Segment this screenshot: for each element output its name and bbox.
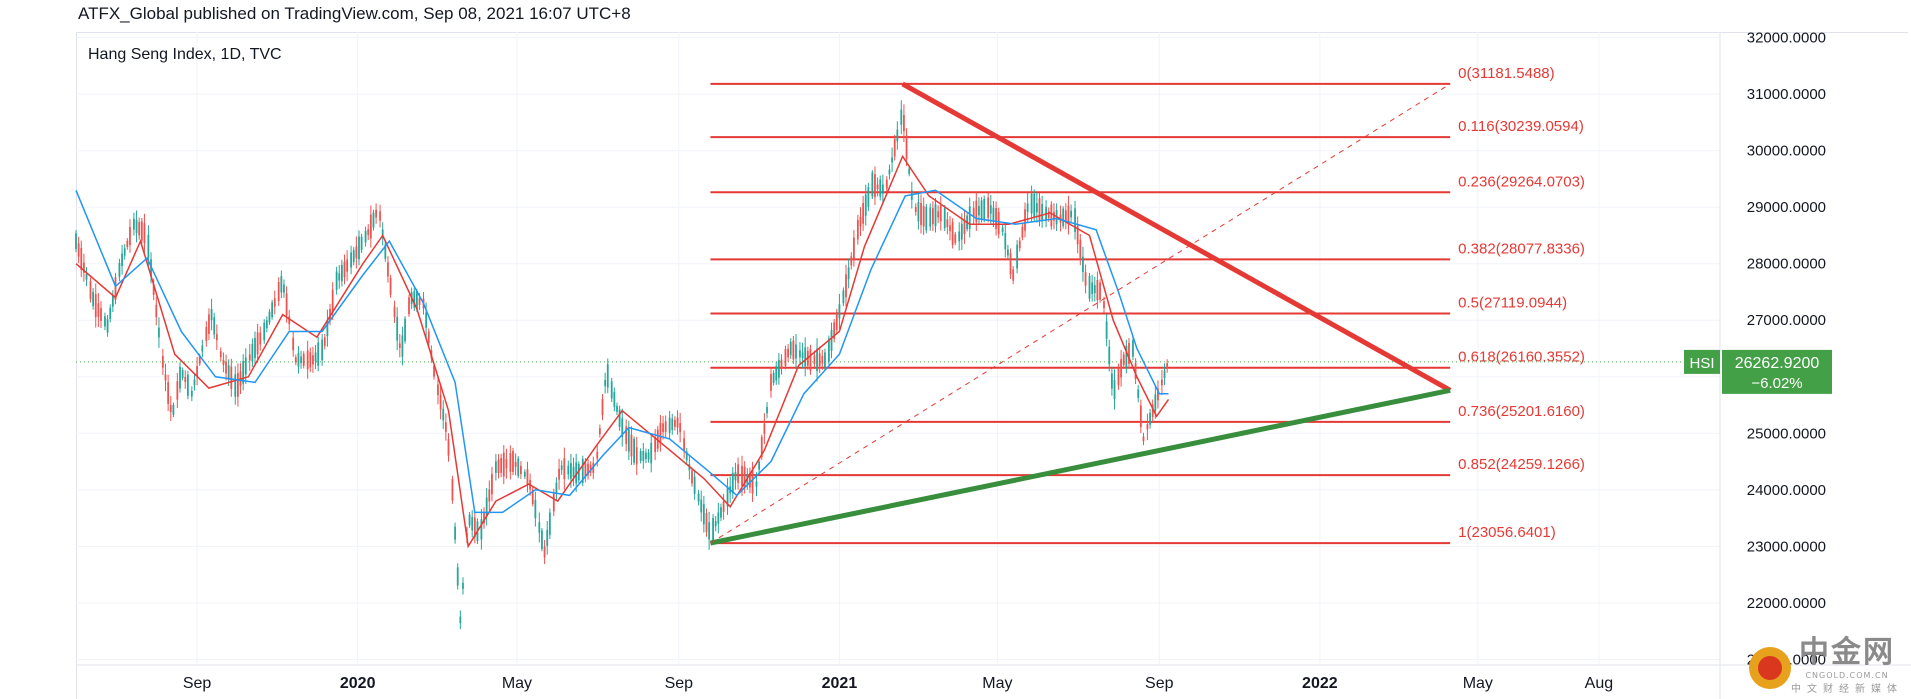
symbol-tag-label: HSI — [1689, 355, 1714, 372]
watermark-sub: CNGOLD.COM.CN — [1805, 671, 1889, 680]
fib-level-label: 0.382(28077.8336) — [1458, 240, 1585, 257]
y-tick-label: 30000.0000 — [1747, 143, 1826, 160]
fib-level-label: 0.116(30239.0594) — [1458, 118, 1584, 135]
x-tick-label: 2022 — [1302, 675, 1338, 692]
y-tick-label: 25000.0000 — [1747, 425, 1826, 442]
x-tick-label: Aug — [1585, 675, 1613, 692]
x-tick-label: 2021 — [822, 675, 858, 692]
fib-level-label: 0.618(26160.3552) — [1458, 349, 1585, 366]
watermark-logo-icon — [1749, 647, 1791, 689]
x-tick-label: May — [502, 675, 532, 692]
y-tick-label: 22000.0000 — [1747, 595, 1826, 612]
moving-average-line — [75, 189, 1169, 514]
change-pct-label: −6.02% — [1751, 375, 1802, 392]
x-tick-label: Sep — [183, 675, 212, 692]
x-tick-label: Sep — [665, 675, 694, 692]
y-tick-label: 23000.0000 — [1747, 538, 1826, 555]
trendline — [709, 387, 1451, 546]
symbol-tag — [1684, 349, 1720, 374]
x-tick-label: Sep — [1145, 675, 1174, 692]
fib-level-label: 0.736(25201.6160) — [1458, 403, 1585, 420]
watermark: 中金网 CNGOLD.COM.CN 中文财经新媒体 — [1791, 627, 1903, 695]
fib-level-label: 0.236(29264.0703) — [1458, 173, 1585, 190]
chart-frame — [76, 32, 1908, 699]
x-tick-label: 2020 — [340, 675, 376, 692]
last-price-badge — [1722, 349, 1832, 394]
watermark-sub2: 中文财经新媒体 — [1791, 684, 1903, 695]
moving-average-line — [75, 154, 1170, 549]
last-price-label: 26262.9200 — [1735, 355, 1820, 372]
x-tick-label: May — [982, 675, 1012, 692]
watermark-text: 中金网 — [1799, 635, 1895, 670]
y-tick-label: 29000.0000 — [1747, 199, 1826, 216]
fib-level-label: 1(23056.6401) — [1458, 524, 1556, 541]
trendline — [901, 81, 1452, 393]
fib-level-label: 0.852(24259.1266) — [1458, 456, 1585, 473]
published-line: ATFX_Global published on TradingView.com… — [78, 4, 631, 23]
y-tick-label: 32000.0000 — [1747, 30, 1826, 47]
y-tick-label: 27000.0000 — [1747, 312, 1826, 329]
chart-title: Hang Seng Index, 1D, TVC — [88, 46, 282, 63]
x-tick-label: May — [1463, 675, 1493, 692]
y-tick-label: 28000.0000 — [1747, 256, 1826, 273]
fib-level-label: 0.5(27119.0944) — [1458, 295, 1567, 312]
fib-level-label: 0(31181.5488) — [1458, 65, 1554, 82]
y-tick-label: 31000.0000 — [1747, 86, 1826, 103]
y-tick-label: 24000.0000 — [1747, 482, 1826, 499]
